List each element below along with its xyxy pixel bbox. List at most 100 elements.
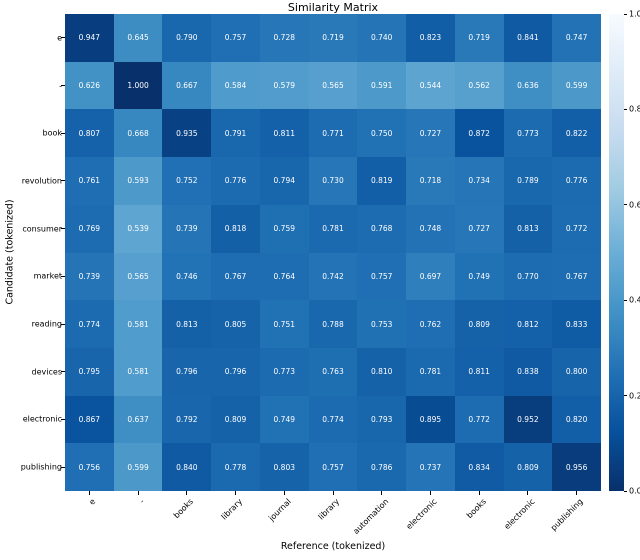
heatmap-cell: 0.749 — [454, 252, 504, 301]
x-tick-label: library — [219, 497, 244, 522]
heatmap-cell: 0.757 — [357, 252, 407, 301]
heatmap-cell: 0.790 — [162, 14, 212, 62]
heatmap-cell: 0.952 — [503, 395, 553, 444]
heatmap-cell: 0.796 — [162, 347, 212, 396]
x-tick-mark — [429, 491, 431, 495]
heatmap-cell: 0.793 — [357, 395, 407, 444]
x-tick-mark — [235, 491, 237, 495]
heatmap-cell: 0.767 — [552, 252, 601, 301]
heatmap-cell: 0.737 — [406, 443, 455, 491]
heatmap-cell: 0.822 — [552, 109, 601, 158]
heatmap-cell: 0.947 — [65, 14, 114, 62]
heatmap-cell: 0.727 — [406, 109, 455, 158]
heatmap-cell: 0.935 — [162, 109, 212, 158]
heatmap-cell: 0.759 — [259, 204, 309, 253]
heatmap-cell: 0.867 — [65, 395, 114, 444]
x-tick-mark — [332, 491, 334, 495]
x-tick-mark — [186, 491, 188, 495]
heatmap-cell: 0.818 — [211, 204, 260, 253]
heatmap-cell: 0.746 — [162, 252, 212, 301]
colorbar-tick-label: 0.6 — [629, 200, 640, 210]
heatmap-cell: 0.772 — [454, 395, 504, 444]
y-tick-mark — [61, 275, 65, 277]
heatmap-cell: 0.565 — [113, 252, 163, 301]
heatmap-cell: 0.781 — [308, 204, 358, 253]
heatmap-cell: 0.637 — [113, 395, 163, 444]
x-tick-label: library — [316, 497, 342, 522]
y-tick-mark — [61, 371, 65, 373]
y-tick-mark — [61, 37, 65, 39]
heatmap-cell: 0.807 — [65, 109, 114, 158]
heatmap-cell: 0.740 — [357, 14, 407, 62]
heatmap-cell: 0.747 — [552, 14, 601, 62]
x-tick-label: electronic — [502, 497, 537, 532]
heatmap-cell: 0.757 — [211, 14, 260, 62]
heatmap-cell: 1.000 — [113, 61, 163, 110]
heatmap-cell: 0.579 — [259, 61, 309, 110]
heatmap-cell: 0.539 — [113, 204, 163, 253]
heatmap-cell: 0.820 — [552, 395, 601, 444]
heatmap-cell: 0.788 — [308, 300, 358, 348]
heatmap-cell: 0.751 — [259, 300, 309, 348]
y-tick-mark — [61, 466, 65, 468]
colorbar-tick-mark — [624, 395, 627, 397]
colorbar-tick-label: 0.2 — [629, 391, 640, 401]
heatmap-cell: 0.809 — [454, 300, 504, 348]
heatmap-cell: 0.810 — [357, 347, 407, 396]
heatmap-cell: 0.834 — [454, 443, 504, 491]
heatmap-cell: 0.773 — [503, 109, 553, 158]
heatmap-cell: 0.956 — [552, 443, 601, 491]
heatmap-cell: 0.626 — [65, 61, 114, 110]
x-tick-label: automation — [351, 497, 391, 536]
heatmap-cell: 0.805 — [211, 300, 260, 348]
colorbar-tick-mark — [624, 204, 627, 206]
heatmap-cell: 0.792 — [162, 395, 212, 444]
y-tick-label: publishing — [20, 462, 62, 472]
heatmap-cell: 0.749 — [259, 395, 309, 444]
x-tick-label: books — [172, 497, 196, 521]
heatmap-cell: 0.773 — [259, 347, 309, 396]
x-tick-mark — [478, 491, 480, 495]
heatmap-cell: 0.833 — [552, 300, 601, 348]
heatmap-grid: 0.947 0.645 0.790 0.757 0.728 0.719 0.740 0.823… — [65, 14, 601, 491]
heatmap-cell: 0.768 — [357, 204, 407, 253]
colorbar — [609, 14, 624, 491]
colorbar-tick-label: 1.0 — [629, 9, 640, 19]
x-tick-label: - — [138, 497, 147, 506]
y-tick-label: revolution — [21, 176, 62, 186]
y-tick-label: - — [59, 81, 62, 90]
heatmap-cell: 0.565 — [308, 61, 358, 110]
heatmap-cell: 0.562 — [454, 61, 504, 110]
heatmap-cell: 0.813 — [503, 204, 553, 253]
heatmap-cell: 0.599 — [552, 61, 601, 110]
heatmap-cell: 0.803 — [259, 443, 309, 491]
heatmap-cell: 0.668 — [113, 109, 163, 158]
heatmap-cell: 0.581 — [113, 347, 163, 396]
heatmap-cell: 0.593 — [113, 157, 163, 205]
colorbar-tick-label: 0.0 — [629, 486, 640, 496]
heatmap-cell: 0.544 — [406, 61, 455, 110]
x-tick-mark — [576, 491, 578, 495]
chart-title: Similarity Matrix — [287, 1, 379, 14]
heatmap-cell: 0.796 — [211, 347, 260, 396]
colorbar-tick-mark — [624, 13, 627, 15]
heatmap-cell: 0.791 — [211, 109, 260, 158]
heatmap-cell: 0.800 — [552, 347, 601, 396]
heatmap-cell: 0.809 — [211, 395, 260, 444]
heatmap-cell: 0.841 — [503, 14, 553, 62]
colorbar-tick-mark — [624, 490, 627, 492]
x-tick-mark — [88, 491, 90, 495]
y-tick-label: e — [57, 33, 62, 43]
heatmap-cell: 0.774 — [308, 395, 358, 444]
heatmap-cell: 0.769 — [65, 204, 114, 253]
heatmap-cell: 0.753 — [357, 300, 407, 348]
heatmap-cell: 0.730 — [308, 157, 358, 205]
x-tick-label: e — [87, 497, 98, 507]
x-tick-label: electronic — [404, 497, 439, 532]
x-tick-label: publishing — [549, 497, 586, 533]
heatmap-cell: 0.739 — [162, 204, 212, 253]
y-tick-mark — [61, 323, 65, 325]
heatmap-cell: 0.764 — [259, 252, 309, 301]
heatmap-cell: 0.819 — [357, 157, 407, 205]
